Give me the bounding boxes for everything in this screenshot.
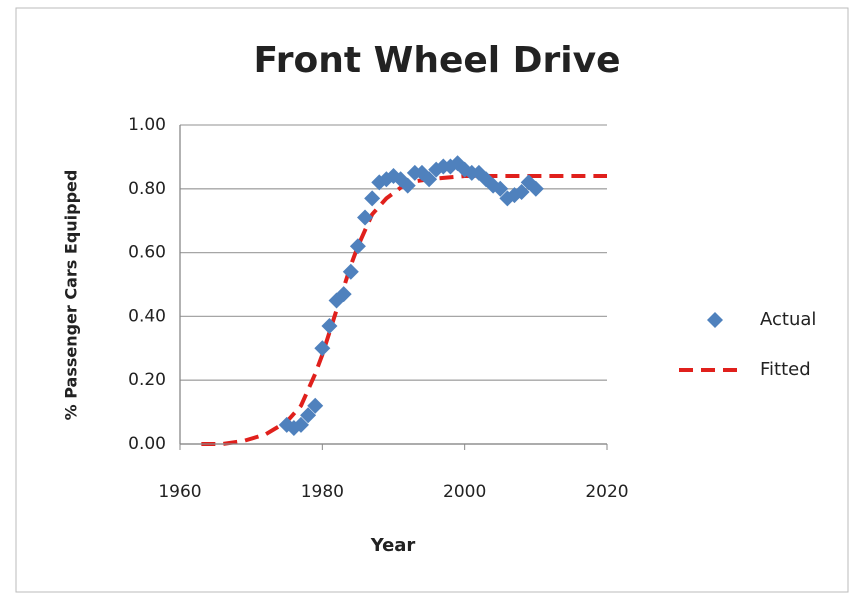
data-point (399, 177, 416, 194)
data-point (335, 286, 352, 303)
data-point (321, 317, 338, 334)
y-tick-label: 0.60 (128, 243, 166, 263)
data-point (492, 180, 509, 197)
x-tick-label: 1980 (301, 482, 344, 502)
data-point (342, 263, 359, 280)
y-tick-label: 0.20 (128, 370, 166, 390)
data-point (349, 238, 366, 255)
data-point (292, 416, 309, 433)
chart-title: Front Wheel Drive (253, 40, 620, 81)
y-tick-label: 0.40 (128, 306, 166, 326)
data-point (513, 183, 530, 200)
x-axis-label: Year (370, 535, 416, 556)
data-point (527, 180, 544, 197)
x-tick-label: 2020 (585, 482, 628, 502)
data-point (314, 340, 331, 357)
y-axis-label: % Passenger Cars Equipped (62, 170, 81, 421)
data-point (307, 397, 324, 414)
data-point (364, 190, 381, 207)
data-point (357, 209, 374, 226)
x-tick-label: 1960 (158, 482, 201, 502)
data-point (300, 407, 317, 424)
legend-label: Fitted (760, 359, 811, 380)
data-point (421, 171, 438, 188)
chart-frame (15, 7, 849, 593)
x-tick-label: 2000 (443, 482, 486, 502)
y-tick-label: 0.80 (128, 179, 166, 199)
legend-symbol (707, 312, 723, 328)
y-tick-label: 0.00 (128, 434, 166, 454)
y-tick-label: 1.00 (128, 115, 166, 135)
legend-label: Actual (760, 309, 816, 330)
